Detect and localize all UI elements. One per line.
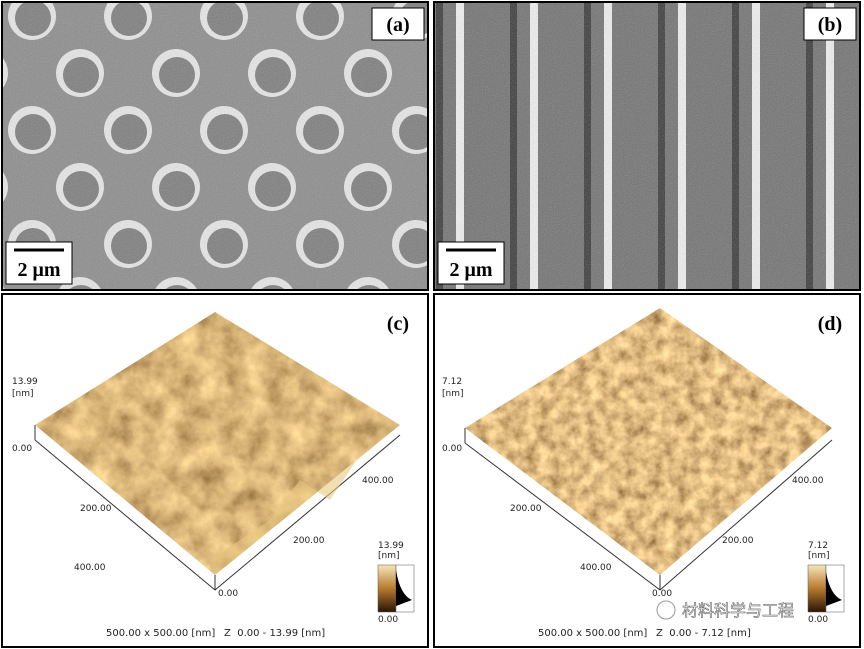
axis-label: 400.00 bbox=[362, 476, 394, 486]
colorbar-max: 13.99 bbox=[378, 541, 404, 551]
z-max: 7.12 bbox=[442, 377, 462, 387]
z-max: 13.99 bbox=[12, 377, 38, 387]
colorbar-min: 0.00 bbox=[808, 615, 828, 625]
panel-c: (c) 13.99 [nm] 0.00 200.00 400.00 0.00 2… bbox=[1, 293, 429, 648]
scale-bar-label: 2 μm bbox=[450, 259, 493, 281]
axis-label: 200.00 bbox=[293, 536, 325, 546]
watermark: 材料科学与工程 bbox=[682, 601, 794, 620]
panel-a: (a) 2 μm bbox=[1, 1, 429, 291]
axis-label: 400.00 bbox=[792, 476, 824, 486]
axis-label: 200.00 bbox=[510, 504, 542, 514]
axis-label: 200.00 bbox=[722, 536, 754, 546]
panel-label: (d) bbox=[818, 313, 842, 335]
panel-d: (d) 7.12 [nm] 0.00 200.00 400.00 0.00 20… bbox=[433, 293, 861, 648]
caption-size: 500.00 x 500.00 [nm] bbox=[106, 628, 215, 639]
axis-label: 0.00 bbox=[218, 589, 238, 599]
caption-size: 500.00 x 500.00 [nm] bbox=[538, 628, 647, 639]
z-min: 0.00 bbox=[442, 444, 462, 454]
axis-label: 0.00 bbox=[652, 589, 672, 599]
z-min: 0.00 bbox=[12, 444, 32, 454]
colorbar-unit: [nm] bbox=[808, 551, 830, 561]
panel-label: (a) bbox=[386, 14, 409, 36]
colorbar-unit: [nm] bbox=[378, 551, 400, 561]
panel-label: (b) bbox=[818, 14, 842, 36]
panel-b: (b) 2 μm bbox=[433, 1, 861, 291]
colorbar-max: 7.12 bbox=[808, 541, 828, 551]
watermark-icon bbox=[656, 600, 676, 620]
scale-bar-label: 2 μm bbox=[18, 259, 61, 281]
axis-label: 400.00 bbox=[74, 563, 106, 573]
axis-label: 400.00 bbox=[580, 563, 612, 573]
z-unit: [nm] bbox=[442, 389, 464, 399]
colorbar-min: 0.00 bbox=[378, 615, 398, 625]
panel-label: (c) bbox=[387, 313, 409, 335]
caption-z: Z 0.00 - 7.12 [nm] bbox=[656, 628, 751, 639]
axis-label: 200.00 bbox=[80, 504, 112, 514]
caption-z: Z 0.00 - 13.99 [nm] bbox=[224, 628, 325, 639]
z-unit: [nm] bbox=[12, 389, 34, 399]
